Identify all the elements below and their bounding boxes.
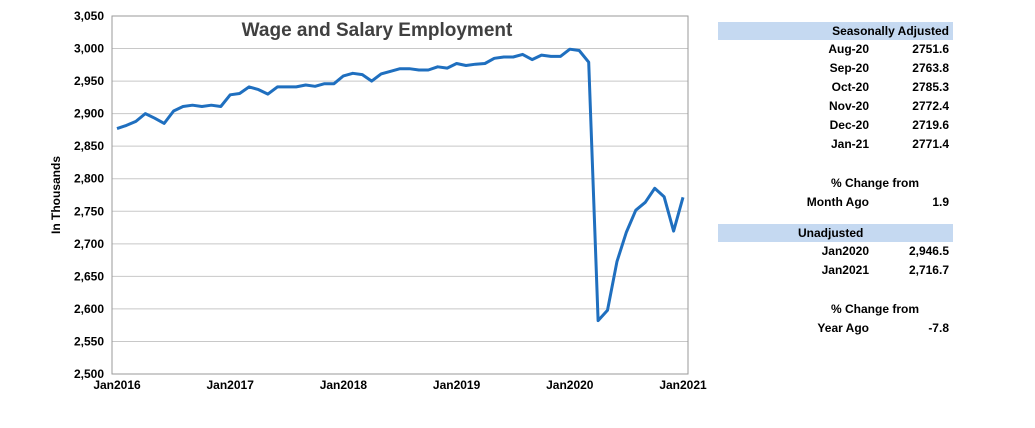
summary-table: Seasonally Adjusted Aug-20 2751.6 Sep-20 27… — [718, 22, 953, 338]
seasonally-adjusted-header: Seasonally Adjusted — [718, 22, 953, 40]
unadjusted-header: Unadjusted — [718, 224, 953, 242]
x-tick-label: Jan2019 — [433, 378, 481, 392]
seasonal-row: Dec-20 2719.6 — [718, 116, 953, 135]
seasonal-label: Oct-20 — [831, 80, 869, 94]
y-tick-label: 2,900 — [74, 107, 104, 121]
x-tick-label: Jan2016 — [93, 378, 141, 392]
year-change-label: Year Ago — [817, 321, 869, 335]
y-tick-label: 3,050 — [74, 9, 104, 23]
unadjusted-row: Jan2020 2,946.5 — [718, 242, 953, 261]
y-tick-label: 2,950 — [74, 74, 104, 88]
x-tick-label: Jan2021 — [659, 378, 707, 392]
seasonal-value: 2772.4 — [912, 99, 949, 113]
seasonal-label: Sep-20 — [829, 61, 869, 75]
x-tick-label: Jan2020 — [546, 378, 594, 392]
month-change-value: 1.9 — [932, 195, 949, 209]
y-tick-label: 2,550 — [74, 334, 104, 348]
year-change-value: -7.8 — [928, 321, 949, 335]
unadjusted-rows: Jan2020 2,946.5 Jan2021 2,716.7 — [718, 242, 953, 280]
unadjusted-value: 2,716.7 — [908, 263, 949, 277]
series-line — [116, 47, 685, 323]
seasonal-row: Aug-20 2751.6 — [718, 40, 953, 59]
y-tick-label: 2,650 — [74, 269, 104, 283]
seasonal-label: Jan-21 — [830, 137, 869, 151]
seasonal-value: 2751.6 — [912, 42, 949, 56]
seasonal-row: Oct-20 2785.3 — [718, 78, 953, 97]
x-axis-ticks: Jan2016 Jan2017 Jan2018 Jan2019 Jan2020 Jan20… — [93, 378, 707, 392]
y-tick-label: 2,750 — [74, 204, 104, 218]
month-change-title-row: % Change from — [718, 174, 953, 193]
seasonal-value: 2719.6 — [912, 118, 949, 132]
y-tick-label: 2,850 — [74, 139, 104, 153]
unadjusted-row: Jan2021 2,716.7 — [718, 261, 953, 280]
seasonal-value: 2763.8 — [912, 61, 949, 75]
year-change-title-row: % Change from — [718, 300, 953, 319]
y-axis-ticks: 2,500 2,550 2,600 2,650 2,700 2,750 2,800 2,850… — [74, 9, 104, 381]
y-tick-label: 2,800 — [74, 172, 104, 186]
unadjusted-value: 2,946.5 — [908, 244, 949, 258]
seasonal-label: Dec-20 — [829, 118, 869, 132]
y-tick-label: 2,500 — [74, 367, 104, 381]
seasonal-row: Jan-21 2771.4 — [718, 135, 953, 154]
chart-title: Wage and Salary Employment — [242, 20, 513, 41]
seasonal-rows: Aug-20 2751.6 Sep-20 2763.8 Oct-20 2785.3 Nov-… — [718, 40, 953, 154]
seasonal-label: Nov-20 — [828, 99, 869, 113]
seasonal-row: Sep-20 2763.8 — [718, 59, 953, 78]
y-tick-label: 2,600 — [74, 302, 104, 316]
seasonal-row: Nov-20 2772.4 — [718, 97, 953, 116]
y-tick-label: 3,000 — [74, 42, 104, 56]
x-tick-label: Jan2018 — [320, 378, 368, 392]
seasonal-value: 2771.4 — [912, 137, 949, 151]
month-change-label: Month Ago — [806, 195, 869, 209]
year-change-title: % Change from — [830, 302, 919, 316]
y-axis-label: In Thousands — [49, 156, 63, 234]
year-change-row: Year Ago -7.8 — [718, 319, 953, 338]
seasonal-label: Aug-20 — [828, 42, 869, 56]
x-tick-label: Jan2017 — [207, 378, 255, 392]
month-change-title: % Change from — [830, 176, 919, 190]
seasonal-value: 2785.3 — [912, 80, 949, 94]
unadjusted-label: Jan2021 — [821, 263, 869, 277]
unadjusted-label: Jan2020 — [821, 244, 869, 258]
month-change-row: Month Ago 1.9 — [718, 193, 953, 212]
plot-area — [111, 15, 689, 375]
y-tick-label: 2,700 — [74, 237, 104, 251]
